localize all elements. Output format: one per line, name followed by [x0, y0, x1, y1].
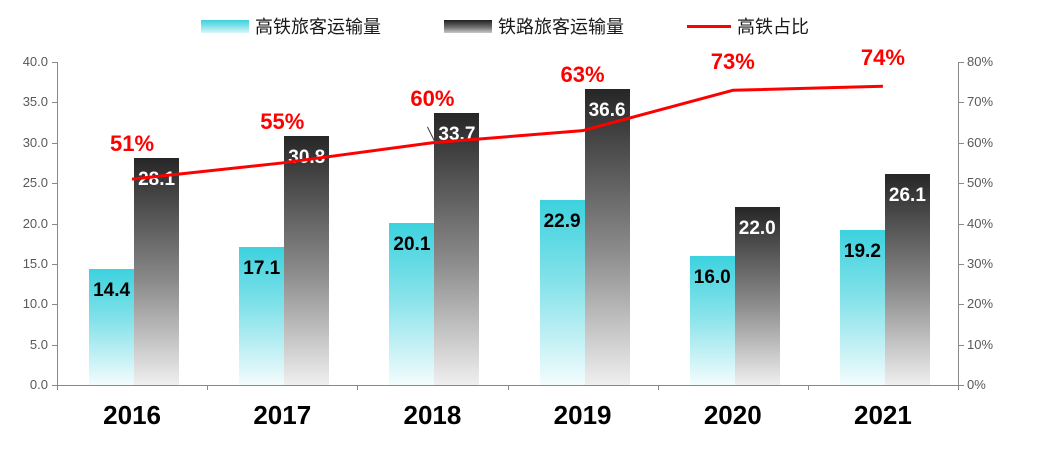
dark-bar-swatch-icon: [444, 19, 492, 33]
bar-value-label-rail-2021: 26.1: [888, 185, 926, 207]
bar-value-label-rail-2019: 36.6: [588, 100, 626, 122]
left-axis-tick: [52, 62, 57, 63]
bar-value-label-hsr-2020: 16.0: [693, 266, 731, 288]
left-axis-tick-label: 25.0: [22, 175, 48, 191]
right-axis-tick: [959, 223, 964, 225]
line-point-label-2016: 51%: [110, 131, 155, 157]
bar-rail-2020: [734, 207, 780, 385]
right-axis-tick-label: 60%: [967, 134, 994, 150]
right-axis-tick-label: 40%: [967, 215, 994, 231]
bar-value-label-hsr-2018: 20.1: [393, 233, 431, 255]
bar-rail-2017: [284, 136, 330, 385]
x-axis-category-label-2021: 2021: [853, 400, 912, 430]
right-axis-tick-label: 20%: [967, 296, 994, 312]
hsr-share-polyline: [131, 84, 883, 181]
left-axis-tick: [52, 385, 57, 386]
line-point-label-2020: 73%: [710, 49, 755, 75]
right-axis-tick: [959, 142, 964, 144]
hsr-share-line: [131, 84, 883, 181]
legend-item-hsr-share: 高铁占比: [687, 13, 809, 39]
x-axis-tick: [57, 385, 58, 390]
left-axis-tick: [52, 183, 57, 185]
x-axis-category-label-2016: 2016: [103, 400, 161, 430]
x-axis-category-label-2020: 2020: [703, 400, 762, 430]
left-axis-tick-label: 10.0: [22, 296, 48, 312]
legend-item-hsr-volume: 高铁旅客运输量: [201, 13, 381, 39]
bar-value-label-rail-2020: 22.0: [738, 218, 776, 240]
bar-rail-2018: [434, 112, 480, 385]
left-axis-tick: [52, 263, 57, 265]
right-axis-tick: [959, 263, 964, 265]
bar-hsr-2016: [89, 268, 135, 385]
left-axis-tick-label: 30.0: [22, 134, 48, 150]
red-line-swatch-icon: [687, 24, 731, 28]
right-axis-tick-label: 50%: [967, 175, 994, 191]
x-axis-tick: [507, 385, 509, 390]
bar-hsr-2021: [839, 229, 885, 385]
right-axis-tick-label: 80%: [967, 54, 994, 69]
x-axis-tick: [958, 385, 959, 390]
right-axis-tick: [959, 102, 964, 104]
x-axis-category-label-2018: 2018: [403, 400, 462, 430]
label-leader-line: [426, 126, 436, 144]
bar-hsr-2019: [539, 200, 585, 385]
left-axis-tick: [52, 102, 57, 104]
bar-rail-2019: [584, 89, 630, 385]
bar-value-label-rail-2017: 30.8: [288, 147, 326, 169]
line-point-label-2019: 63%: [560, 62, 605, 88]
x-axis-category-label-2019: 2019: [553, 400, 612, 430]
left-axis-tick: [52, 344, 57, 346]
right-axis-tick: [959, 183, 964, 185]
line-point-label-2021: 74%: [860, 45, 905, 71]
x-axis-tick: [657, 385, 659, 390]
legend-label-hsr-share: 高铁占比: [737, 17, 809, 37]
left-axis-line: [57, 62, 58, 385]
bar-value-label-hsr-2021: 19.2: [843, 240, 881, 262]
line-point-label-2017: 55%: [260, 109, 305, 135]
legend-item-rail-volume: 铁路旅客运输量: [444, 13, 624, 39]
left-axis-tick-label: 5.0: [29, 336, 48, 352]
legend-label-hsr-volume: 高铁旅客运输量: [255, 17, 381, 37]
right-axis-tick: [959, 304, 964, 306]
right-axis-tick-label: 70%: [967, 94, 994, 110]
right-axis-tick-label: 30%: [967, 255, 994, 271]
right-axis-tick: [959, 62, 964, 63]
bar-rail-2021: [884, 174, 930, 385]
x-axis-tick: [207, 385, 209, 390]
x-axis-tick: [357, 385, 359, 390]
left-axis-tick-label: 35.0: [22, 94, 48, 110]
cyan-bar-swatch-icon: [201, 19, 249, 33]
bar-hsr-2018: [389, 222, 435, 385]
left-axis-tick-label: 20.0: [22, 215, 48, 231]
bar-rail-2016: [134, 158, 180, 385]
right-axis-tick: [959, 344, 964, 346]
left-axis-tick-label: 15.0: [22, 255, 48, 271]
legend: 高铁旅客运输量 铁路旅客运输量 高铁占比: [0, 13, 1010, 39]
bar-value-label-hsr-2016: 14.4: [93, 279, 131, 301]
line-point-label-2018: 60%: [410, 85, 455, 111]
right-axis-tick-label: 0%: [967, 377, 986, 392]
bar-value-label-hsr-2017: 17.1: [243, 257, 281, 279]
legend-label-rail-volume: 铁路旅客运输量: [498, 17, 624, 37]
x-axis-category-label-2017: 2017: [253, 400, 312, 430]
bar-hsr-2017: [239, 246, 285, 385]
x-axis-tick: [807, 385, 809, 390]
left-axis-tick: [52, 223, 57, 225]
left-axis-tick: [52, 304, 57, 306]
right-axis-tick-label: 10%: [967, 336, 994, 352]
left-axis-tick: [52, 142, 57, 144]
right-axis-line: [958, 62, 959, 385]
bar-hsr-2020: [689, 255, 735, 385]
left-axis-tick-label: 40.0: [22, 54, 48, 69]
left-axis-tick-label: 0.0: [29, 377, 48, 392]
right-axis-tick: [959, 385, 964, 386]
bar-value-label-hsr-2019: 22.9: [543, 211, 581, 233]
